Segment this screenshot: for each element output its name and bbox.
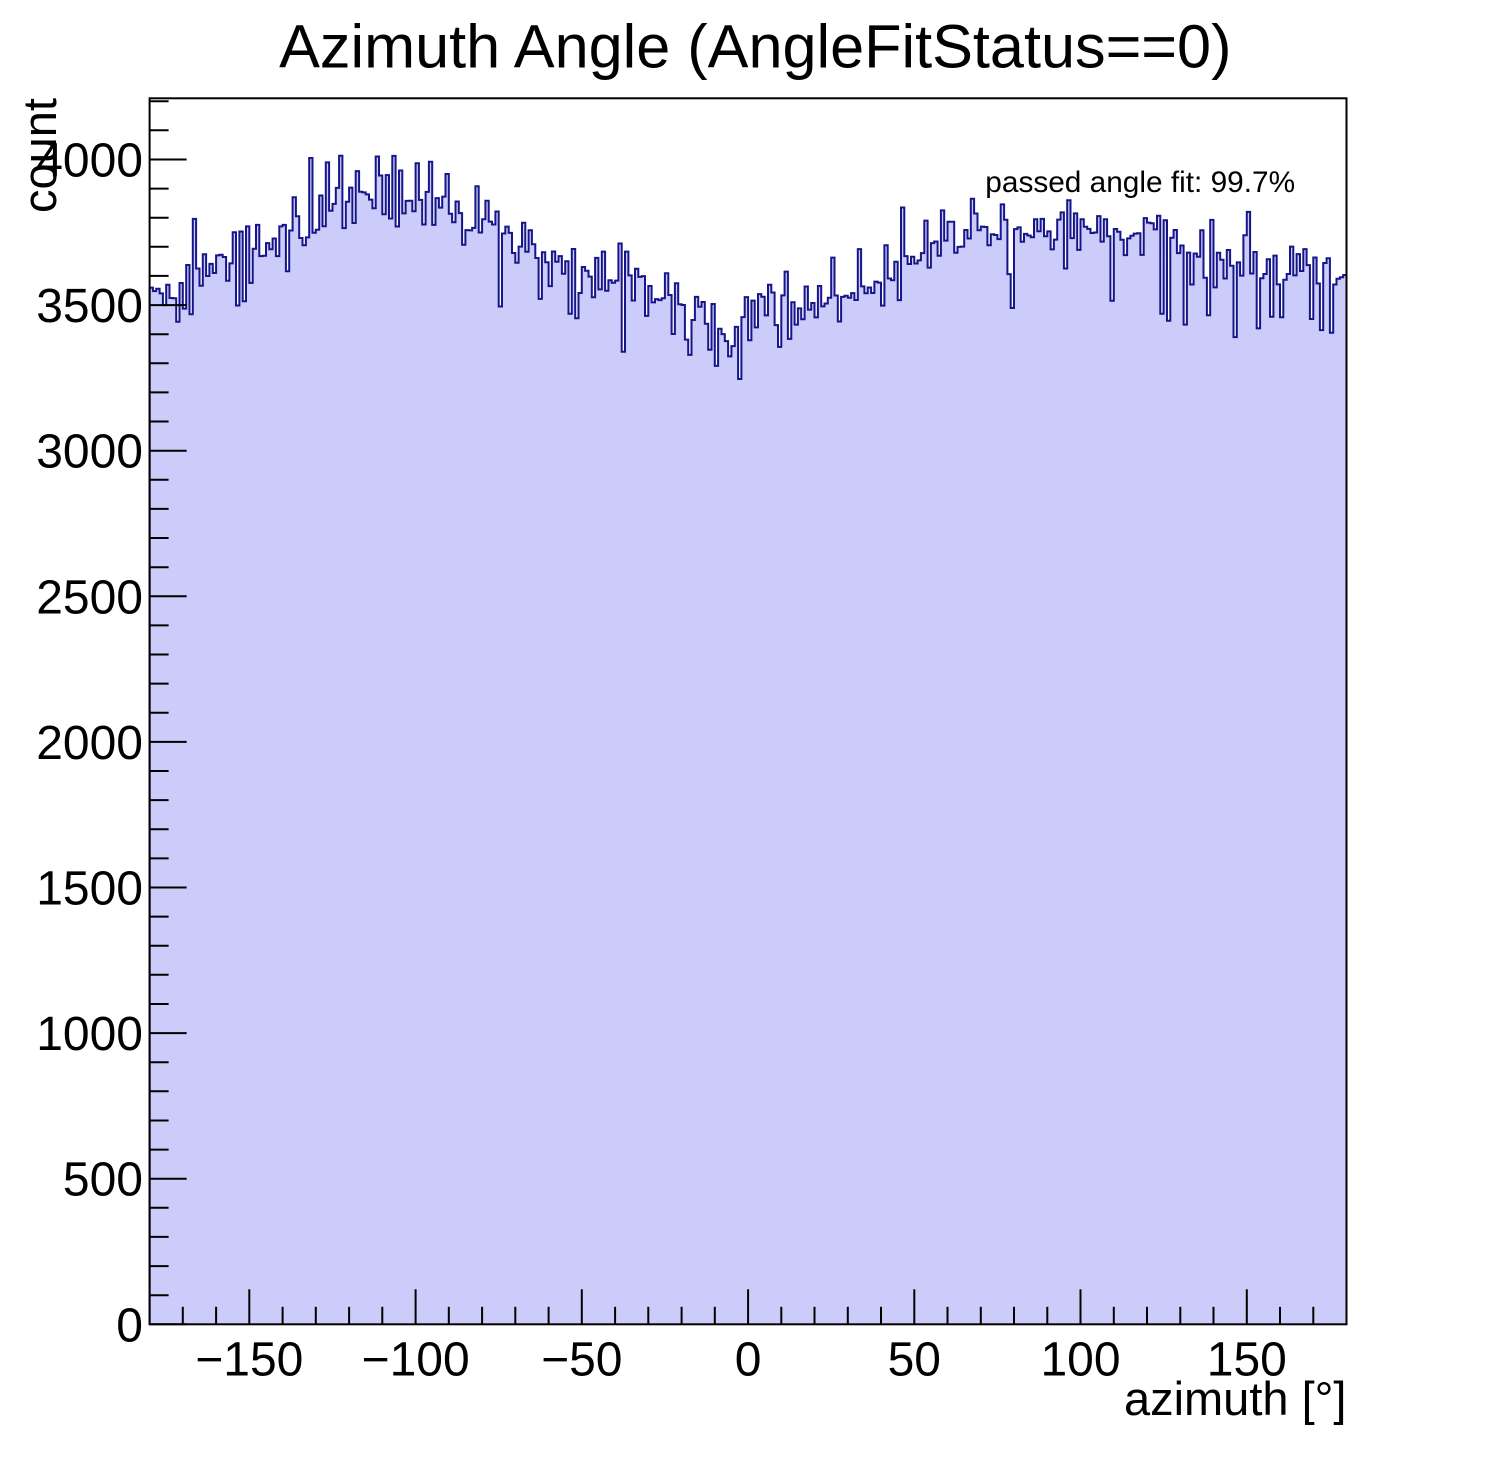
svg-text:100: 100: [1040, 1333, 1120, 1386]
svg-text:150: 150: [1207, 1333, 1287, 1386]
svg-text:Azimuth Angle (AngleFitStatus=: Azimuth Angle (AngleFitStatus==0): [279, 13, 1231, 81]
svg-text:count: count: [13, 98, 66, 213]
svg-text:−150: −150: [195, 1333, 303, 1386]
svg-text:−50: −50: [541, 1333, 622, 1386]
svg-text:0: 0: [116, 1299, 143, 1352]
svg-text:1000: 1000: [36, 1008, 143, 1061]
svg-text:0: 0: [735, 1333, 762, 1386]
svg-text:passed angle fit: 99.7%: passed angle fit: 99.7%: [985, 166, 1295, 199]
svg-text:3500: 3500: [36, 280, 143, 333]
svg-text:4000: 4000: [36, 135, 143, 188]
svg-text:−100: −100: [362, 1333, 470, 1386]
svg-text:azimuth [°]: azimuth [°]: [1124, 1372, 1347, 1425]
svg-text:50: 50: [888, 1333, 941, 1386]
svg-text:2500: 2500: [36, 571, 143, 624]
svg-text:3000: 3000: [36, 426, 143, 479]
svg-text:2000: 2000: [36, 717, 143, 770]
svg-text:1500: 1500: [36, 863, 143, 916]
svg-text:500: 500: [63, 1154, 143, 1207]
